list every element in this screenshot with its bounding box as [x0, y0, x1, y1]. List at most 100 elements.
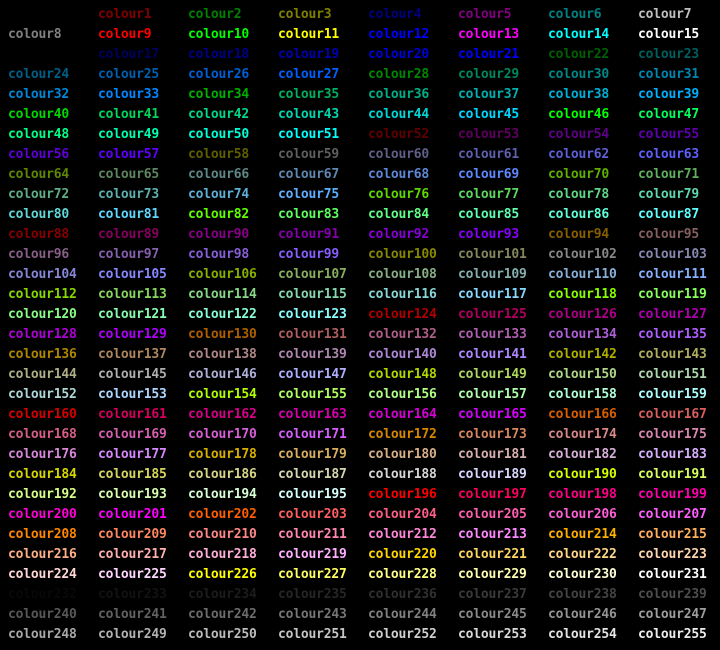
palette-row: colour224 colour225 colour226 colour227 colo… — [0, 565, 720, 585]
colour-label-39: colour39 — [638, 87, 700, 102]
colour-label-164: colour164 — [368, 407, 437, 422]
palette-row: colour56 colour57 colour58 colour59 colour60… — [0, 145, 720, 165]
colour-label-146: colour146 — [188, 367, 257, 382]
colour-label-190: colour190 — [548, 467, 617, 482]
colour-label-90: colour90 — [188, 227, 250, 242]
colour-label-84: colour84 — [368, 207, 430, 222]
colour-label-129: colour129 — [98, 327, 167, 342]
colour-label-182: colour182 — [548, 447, 617, 462]
colour-label-161: colour161 — [98, 407, 167, 422]
colour-label-2: colour2 — [188, 7, 242, 22]
palette-row: colour80 colour81 colour82 colour83 colour84… — [0, 205, 720, 225]
colour-label-147: colour147 — [278, 367, 347, 382]
colour-label-238: colour238 — [548, 587, 617, 602]
colour-label-126: colour126 — [548, 307, 617, 322]
colour-label-251: colour251 — [278, 627, 347, 642]
colour-label-81: colour81 — [98, 207, 160, 222]
palette-row: colour152 colour153 colour154 colour155 colo… — [0, 385, 720, 405]
colour-label-68: colour68 — [368, 167, 430, 182]
colour-label-219: colour219 — [278, 547, 347, 562]
colour-label-148: colour148 — [368, 367, 437, 382]
colour-label-158: colour158 — [548, 387, 617, 402]
colour-label-235: colour235 — [278, 587, 347, 602]
palette-row: colour104 colour105 colour106 colour107 colo… — [0, 265, 720, 285]
colour-label-55: colour55 — [638, 127, 700, 142]
palette-row: colour160 colour161 colour162 colour163 colo… — [0, 405, 720, 425]
colour-label-53: colour53 — [458, 127, 520, 142]
colour-label-4: colour4 — [368, 7, 422, 22]
colour-label-52: colour52 — [368, 127, 430, 142]
colour-label-173: colour173 — [458, 427, 527, 442]
colour-label-47: colour47 — [638, 107, 700, 122]
colour-label-26: colour26 — [188, 67, 250, 82]
colour-label-125: colour125 — [458, 307, 527, 322]
colour-label-221: colour221 — [458, 547, 527, 562]
colour-label-165: colour165 — [458, 407, 527, 422]
colour-label-103: colour103 — [638, 247, 707, 262]
colour-label-86: colour86 — [548, 207, 610, 222]
colour-label-170: colour170 — [188, 427, 257, 442]
colour-label-163: colour163 — [278, 407, 347, 422]
colour-label-85: colour85 — [458, 207, 520, 222]
colour-label-245: colour245 — [458, 607, 527, 622]
colour-label-209: colour209 — [98, 527, 167, 542]
colour-label-74: colour74 — [188, 187, 250, 202]
colour-label-120: colour120 — [8, 307, 77, 322]
colour-label-112: colour112 — [8, 287, 77, 302]
colour-label-191: colour191 — [638, 467, 707, 482]
colour-label-186: colour186 — [188, 467, 257, 482]
colour-label-138: colour138 — [188, 347, 257, 362]
colour-label-40: colour40 — [8, 107, 70, 122]
colour-label-0: colour0 — [8, 7, 62, 22]
colour-label-248: colour248 — [8, 627, 77, 642]
colour-label-224: colour224 — [8, 567, 77, 582]
colour-label-194: colour194 — [188, 487, 257, 502]
colour-label-119: colour119 — [638, 287, 707, 302]
colour-label-180: colour180 — [368, 447, 437, 462]
colour-label-36: colour36 — [368, 87, 430, 102]
colour-label-35: colour35 — [278, 87, 340, 102]
colour-label-246: colour246 — [548, 607, 617, 622]
colour-label-172: colour172 — [368, 427, 437, 442]
palette-row: colour168 colour169 colour170 colour171 colo… — [0, 425, 720, 445]
colour-label-137: colour137 — [98, 347, 167, 362]
colour-label-57: colour57 — [98, 147, 160, 162]
colour-label-21: colour21 — [458, 47, 520, 62]
palette-row: colour208 colour209 colour210 colour211 colo… — [0, 525, 720, 545]
palette-row: colour184 colour185 colour186 colour187 colo… — [0, 465, 720, 485]
colour-label-128: colour128 — [8, 327, 77, 342]
colour-label-122: colour122 — [188, 307, 257, 322]
colour-label-155: colour155 — [278, 387, 347, 402]
colour-label-25: colour25 — [98, 67, 160, 82]
colour-label-154: colour154 — [188, 387, 257, 402]
colour-label-71: colour71 — [638, 167, 700, 182]
palette-row: colour216 colour217 colour218 colour219 colo… — [0, 545, 720, 565]
colour-label-142: colour142 — [548, 347, 617, 362]
colour-label-67: colour67 — [278, 167, 340, 182]
colour-label-50: colour50 — [188, 127, 250, 142]
colour-label-56: colour56 — [8, 147, 70, 162]
colour-label-195: colour195 — [278, 487, 347, 502]
colour-label-60: colour60 — [368, 147, 430, 162]
colour-label-169: colour169 — [98, 427, 167, 442]
palette-row: colour64 colour65 colour66 colour67 colour68… — [0, 165, 720, 185]
colour-label-64: colour64 — [8, 167, 70, 182]
colour-label-199: colour199 — [638, 487, 707, 502]
colour-label-206: colour206 — [548, 507, 617, 522]
colour-label-93: colour93 — [458, 227, 520, 242]
colour-label-166: colour166 — [548, 407, 617, 422]
palette-row: colour0 colour1 colour2 colour3 colour4 colou… — [0, 5, 720, 25]
colour-label-213: colour213 — [458, 527, 527, 542]
colour-label-233: colour233 — [98, 587, 167, 602]
colour-label-189: colour189 — [458, 467, 527, 482]
colour-label-230: colour230 — [548, 567, 617, 582]
palette-row: colour240 colour241 colour242 colour243 colo… — [0, 605, 720, 625]
colour-label-59: colour59 — [278, 147, 340, 162]
colour-label-78: colour78 — [548, 187, 610, 202]
colour-label-243: colour243 — [278, 607, 347, 622]
colour-label-228: colour228 — [368, 567, 437, 582]
colour-label-149: colour149 — [458, 367, 527, 382]
colour-label-102: colour102 — [548, 247, 617, 262]
colour-label-157: colour157 — [458, 387, 527, 402]
